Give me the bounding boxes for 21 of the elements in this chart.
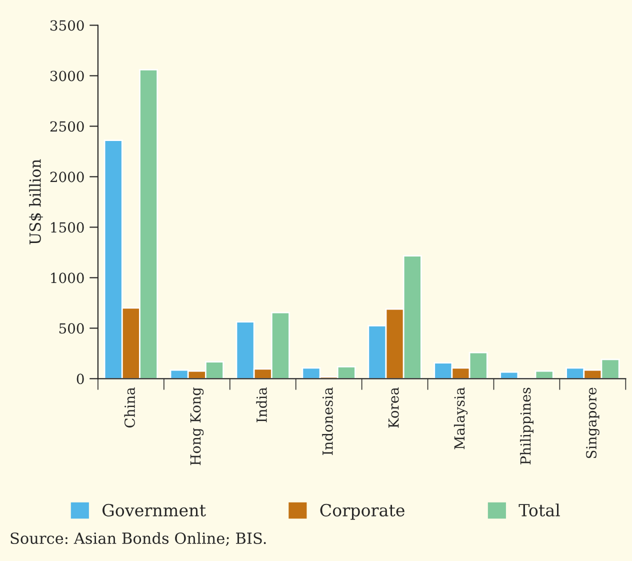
y-tick-label: 0	[76, 374, 84, 384]
y-tick-label: 2500	[50, 121, 84, 132]
x-tick-label: Hong Kong	[190, 387, 204, 466]
y-tick-label: 500	[59, 323, 84, 334]
x-tick-label: Malaysia	[454, 387, 468, 450]
y-axis-title: US$ billion	[29, 159, 43, 244]
x-tick-label: Indonesia	[322, 387, 333, 455]
x-tick-label: Philippines	[520, 388, 534, 464]
y-tick-label: 3000	[50, 70, 84, 82]
x-tick-label: India	[256, 387, 267, 422]
y-tick-label: 3500	[50, 20, 84, 31]
legend-label: Corporate	[320, 504, 404, 520]
legend-label: Government	[102, 504, 206, 516]
legend-label: Total	[518, 504, 560, 516]
x-tick-label: Singapore	[586, 388, 600, 458]
y-tick-label: 2000	[50, 172, 84, 182]
y-tick-label: 1000	[51, 272, 84, 284]
source-note: Source: Asian Bonds Online; BIS.	[10, 532, 266, 546]
x-tick-label: Korea	[388, 387, 399, 428]
y-tick-label: 1500	[51, 222, 84, 233]
x-tick-label: China	[124, 387, 135, 428]
